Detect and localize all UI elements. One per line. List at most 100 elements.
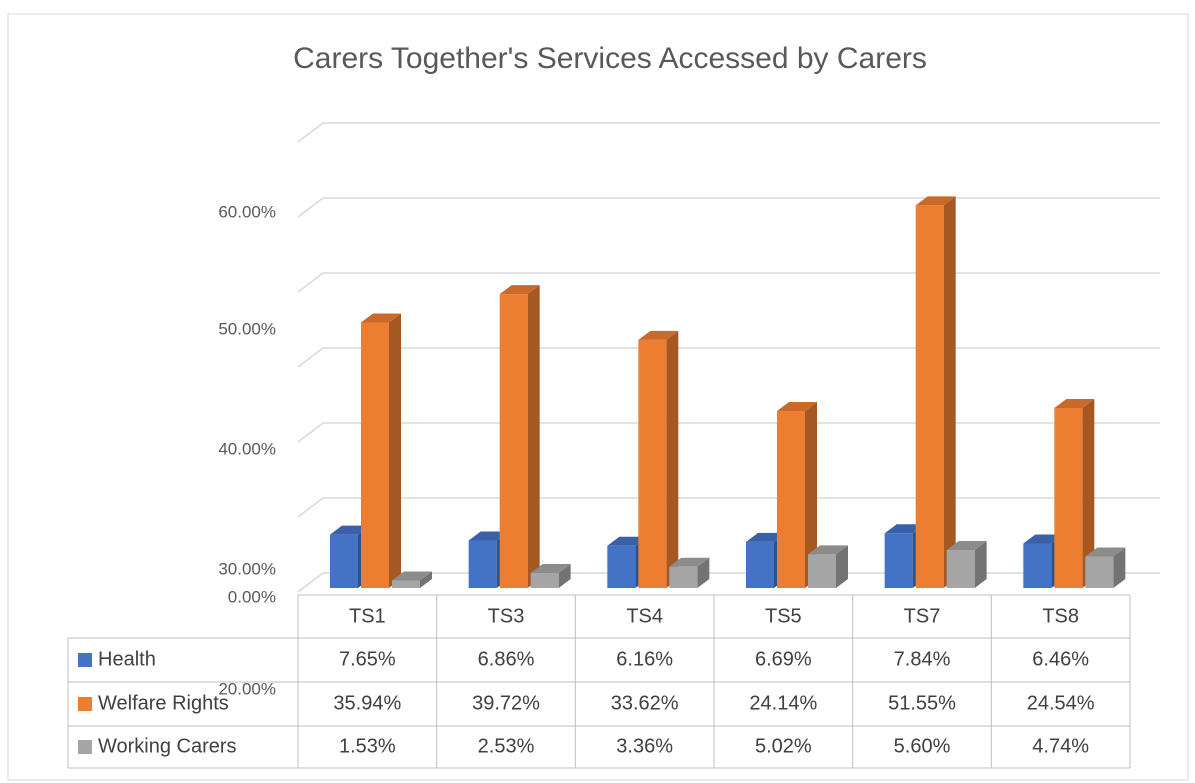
table-cell: 1.53% xyxy=(339,735,396,757)
bar-face xyxy=(420,571,432,588)
bar xyxy=(638,330,679,588)
table-header: TS8 xyxy=(1042,605,1079,627)
bar-face xyxy=(558,564,571,588)
table-header: TS5 xyxy=(765,605,802,627)
bar-face xyxy=(1085,556,1114,588)
bar-face xyxy=(946,541,987,550)
bar xyxy=(1085,547,1126,588)
bar-face xyxy=(468,531,509,541)
bar xyxy=(361,313,401,588)
y-tick-label: 20.00% xyxy=(218,679,276,698)
bar-face xyxy=(389,313,401,588)
table-cell: 24.14% xyxy=(749,692,817,714)
legend-swatch xyxy=(78,697,92,711)
bar xyxy=(915,196,956,588)
bar-face xyxy=(808,554,836,588)
bar-face xyxy=(530,573,559,588)
bar-face xyxy=(330,525,370,535)
bar-face xyxy=(361,313,401,323)
table-cell: 6.69% xyxy=(755,648,812,670)
table-cell: 4.74% xyxy=(1032,735,1089,757)
table-header: TS7 xyxy=(904,605,941,627)
bar-face xyxy=(915,196,956,206)
bar-face xyxy=(499,285,540,295)
bar-face xyxy=(1054,407,1083,588)
table-cell: 33.62% xyxy=(611,692,679,714)
bar-face xyxy=(1054,398,1095,408)
bar xyxy=(392,571,432,588)
bar-face xyxy=(1023,534,1064,544)
bar xyxy=(669,557,710,588)
table-header: TS1 xyxy=(349,605,386,627)
bar-face xyxy=(392,571,432,581)
bar-face xyxy=(669,557,710,567)
y-tick-label: 40.00% xyxy=(218,439,276,458)
bar-face xyxy=(468,540,497,588)
bar-face xyxy=(638,330,679,340)
bar-face xyxy=(607,545,636,588)
bar-face xyxy=(392,580,420,588)
table-header: TS4 xyxy=(626,605,663,627)
grid-line xyxy=(297,122,1160,143)
bar-face xyxy=(499,294,528,588)
y-tick-label: 50.00% xyxy=(218,319,276,338)
table-cell: 5.02% xyxy=(755,735,812,757)
table-header: TS3 xyxy=(488,605,525,627)
table-cell: 2.53% xyxy=(478,735,535,757)
bar-face xyxy=(974,541,987,588)
grid-line xyxy=(297,497,1160,518)
bar xyxy=(777,401,817,588)
bar-face xyxy=(638,339,667,588)
bar-face xyxy=(527,285,540,588)
bar-face xyxy=(884,524,925,534)
grid-line xyxy=(297,347,1160,368)
bar-face xyxy=(805,401,817,588)
bar-face xyxy=(1023,543,1052,588)
bar-face xyxy=(746,541,774,588)
bar-face xyxy=(943,196,956,588)
bar-face xyxy=(808,545,848,555)
grid-line xyxy=(297,197,1160,218)
legend-label: Welfare Rights xyxy=(98,692,229,714)
table-cell: 5.60% xyxy=(894,735,951,757)
grid-line xyxy=(297,572,1160,593)
bar-face xyxy=(746,532,786,542)
bar xyxy=(946,541,987,588)
bar-face xyxy=(666,330,679,588)
table-cell: 35.94% xyxy=(333,692,401,714)
bar-face xyxy=(1085,547,1126,557)
bar xyxy=(499,285,540,588)
bar-face xyxy=(777,401,817,411)
legend-label: Health xyxy=(98,648,156,670)
bar-face xyxy=(361,322,389,588)
bar-face xyxy=(330,534,358,588)
bar-face xyxy=(697,557,710,588)
bar-face xyxy=(1113,547,1126,588)
table-cell: 3.36% xyxy=(616,735,673,757)
bar-face xyxy=(946,550,975,588)
bar-face xyxy=(836,545,848,588)
chart-border xyxy=(7,13,1189,781)
bar xyxy=(1054,398,1095,588)
table-cell: 6.16% xyxy=(616,648,673,670)
table-cell: 24.54% xyxy=(1027,692,1095,714)
legend-swatch xyxy=(78,740,92,754)
legend-swatch xyxy=(78,653,92,667)
bar-face xyxy=(530,564,571,574)
grid-line xyxy=(297,272,1160,293)
bar-face xyxy=(777,410,805,588)
table-cell: 6.46% xyxy=(1032,648,1089,670)
table-cell: 51.55% xyxy=(888,692,956,714)
bar-face xyxy=(884,533,913,588)
bar-face xyxy=(669,566,698,588)
table-cell: 7.84% xyxy=(894,648,951,670)
legend-label: Working Carers xyxy=(98,735,237,757)
bar-face xyxy=(1082,398,1095,588)
y-tick-label: 30.00% xyxy=(218,559,276,578)
bar-face xyxy=(915,205,944,588)
y-tick-label: 60.00% xyxy=(218,202,276,221)
grid-line xyxy=(297,422,1160,443)
bar xyxy=(530,564,571,588)
table-cell: 6.86% xyxy=(478,648,535,670)
